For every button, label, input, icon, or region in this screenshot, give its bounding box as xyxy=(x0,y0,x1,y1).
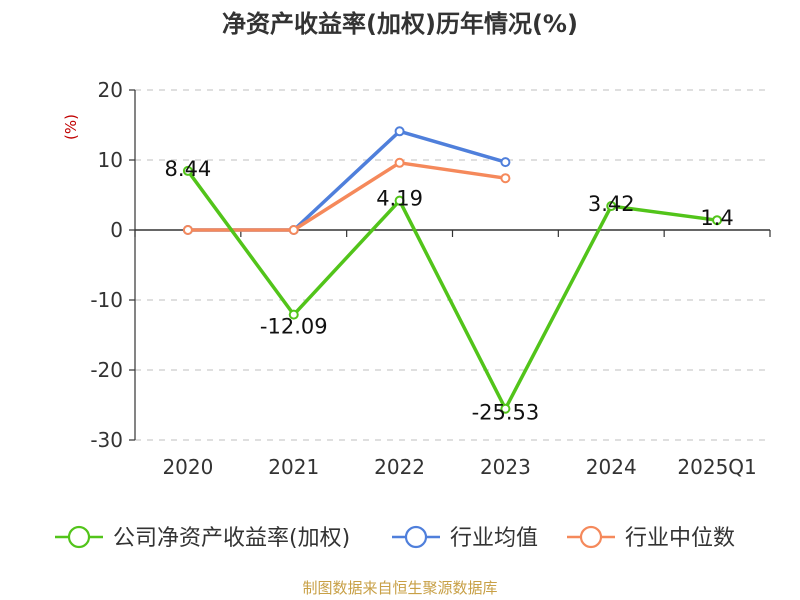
legend-label: 公司净资产收益率(加权) xyxy=(113,526,350,551)
legend-marker xyxy=(579,525,603,549)
data-point[interactable] xyxy=(500,173,511,184)
data-point[interactable] xyxy=(606,201,617,212)
legend-marker xyxy=(67,525,91,549)
y-tick-label: 0 xyxy=(110,218,123,242)
data-point[interactable] xyxy=(182,225,193,235)
y-tick-label: -30 xyxy=(90,428,123,452)
y-tick-label: -20 xyxy=(90,358,123,382)
data-point[interactable] xyxy=(394,157,405,168)
data-point[interactable] xyxy=(712,215,723,226)
x-tick-label: 2022 xyxy=(374,455,425,479)
y-axis: 20 10 0 -10 -20 -30 xyxy=(90,78,136,452)
series-line xyxy=(186,169,718,411)
data-point[interactable] xyxy=(500,157,511,168)
data-label: 1.4 xyxy=(700,206,733,230)
x-axis: 2020 2021 2022 2023 2024 2025Q1 xyxy=(134,229,771,479)
x-tick-label: 2020 xyxy=(162,455,213,479)
data-label: -12.09 xyxy=(260,315,328,339)
x-tick-label: 2021 xyxy=(268,455,319,479)
data-labels: 8.44 -12.09 4.19 -25.53 3.42 1.4 xyxy=(165,157,734,425)
legend-marker xyxy=(404,525,428,549)
data-point[interactable] xyxy=(288,309,299,320)
data-point[interactable] xyxy=(394,126,405,137)
legend[interactable]: 公司净资产收益率(加权) 行业均值 行业中位数 xyxy=(55,525,735,551)
data-label: 3.42 xyxy=(588,192,635,216)
chart-title: 净资产收益率(加权)历年情况(%) xyxy=(222,10,578,38)
series-lines xyxy=(182,126,723,414)
y-tick-label: 20 xyxy=(98,78,123,102)
source-note: 制图数据来自恒生聚源数据库 xyxy=(302,579,497,597)
y-tick-label: 10 xyxy=(98,148,123,172)
legend-label: 行业均值 xyxy=(450,526,538,551)
data-label: 8.44 xyxy=(165,157,212,181)
x-tick-label: 2024 xyxy=(586,455,637,479)
data-label: 4.19 xyxy=(376,187,423,211)
legend-item[interactable]: 行业中位数 xyxy=(567,525,735,551)
data-point[interactable] xyxy=(288,225,299,235)
y-tick-label: -10 xyxy=(90,288,123,312)
legend-item[interactable]: 行业均值 xyxy=(392,525,538,551)
y-axis-label: (%) xyxy=(62,114,80,140)
x-tick-label: 2023 xyxy=(480,455,531,479)
legend-label: 行业中位数 xyxy=(625,526,735,551)
grid-lines xyxy=(135,89,770,441)
data-point[interactable] xyxy=(394,195,405,206)
data-point[interactable] xyxy=(500,403,511,414)
x-tick-label: 2025Q1 xyxy=(677,455,756,479)
data-point[interactable] xyxy=(182,165,193,176)
legend-item[interactable]: 公司净资产收益率(加权) xyxy=(55,525,350,551)
series-line xyxy=(187,161,506,232)
data-label: -25.53 xyxy=(472,401,540,425)
series-line xyxy=(187,129,506,232)
